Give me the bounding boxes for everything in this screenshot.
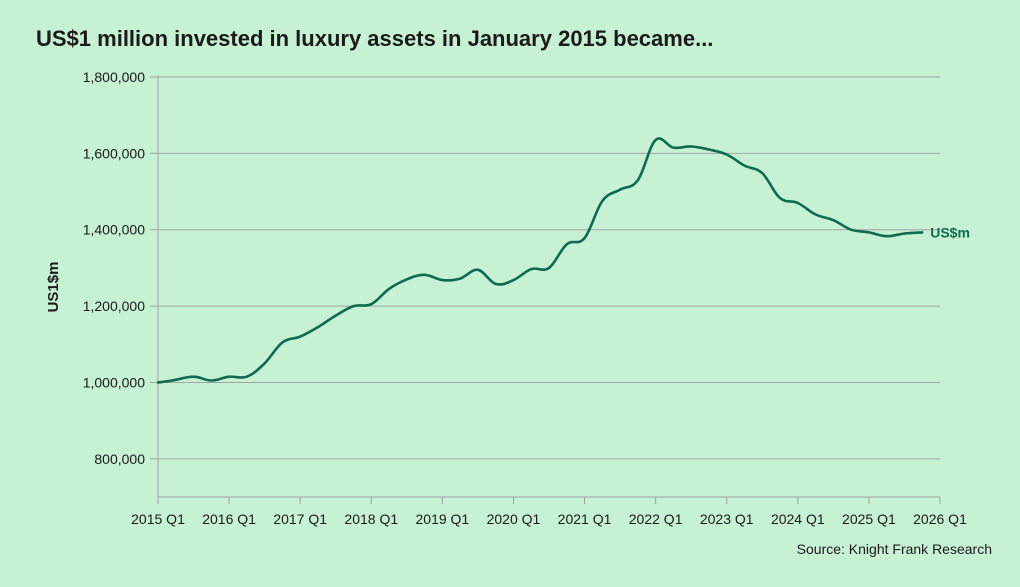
y-tick-label: 1,200,000 <box>83 298 145 314</box>
series-label: US$m <box>930 224 970 240</box>
x-tick-label: 2025 Q1 <box>842 511 896 527</box>
y-tick-label: 1,800,000 <box>83 69 145 85</box>
y-tick-label: 1,400,000 <box>83 222 145 238</box>
x-tick-label: 2020 Q1 <box>487 511 541 527</box>
x-tick-label: 2023 Q1 <box>700 511 754 527</box>
x-tick-label: 2022 Q1 <box>629 511 683 527</box>
x-tick-label: 2018 Q1 <box>344 511 398 527</box>
axis-layer: 800,000 1,000,000 1,200,000 1,400,000 1,600,… <box>83 69 967 527</box>
y-tick-label: 800,000 <box>94 451 145 467</box>
x-tick-label: 2016 Q1 <box>202 511 256 527</box>
x-tick-label: 2026 Q1 <box>913 511 967 527</box>
grid-layer <box>158 76 940 460</box>
x-tick-label: 2019 Q1 <box>416 511 470 527</box>
x-tick-label: 2015 Q1 <box>131 511 185 527</box>
series-line <box>156 137 924 384</box>
y-tick-label: 1,000,000 <box>83 374 145 390</box>
y-axis-label: US1$m <box>45 262 62 313</box>
source-note: Source: Knight Frank Research <box>796 541 992 557</box>
x-tick-label: 2021 Q1 <box>558 511 612 527</box>
series-layer: US$m <box>156 137 970 384</box>
x-tick-label: 2017 Q1 <box>273 511 327 527</box>
y-tick-label: 1,600,000 <box>83 145 145 161</box>
x-tick-label: 2024 Q1 <box>771 511 825 527</box>
chart-title: US$1 million invested in luxury assets i… <box>36 26 714 51</box>
